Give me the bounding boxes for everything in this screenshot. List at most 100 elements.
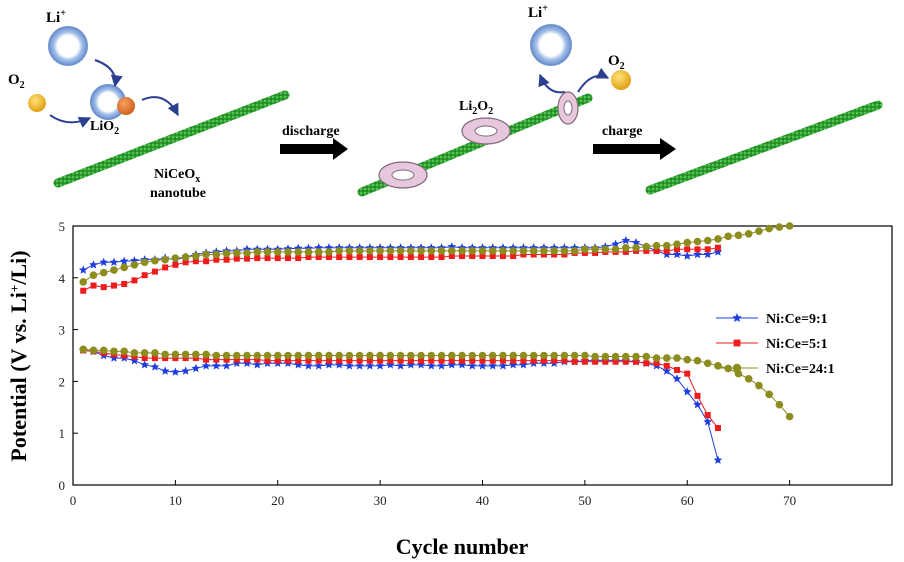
data-point [407, 254, 414, 261]
data-point [418, 357, 425, 364]
data-point [467, 361, 477, 370]
data-point [704, 246, 711, 253]
data-point [346, 357, 353, 364]
x-tick-label: 40 [476, 493, 489, 508]
data-point [428, 254, 435, 261]
data-point [714, 235, 722, 243]
li-ion-label-1: Li+ [46, 8, 66, 26]
data-point [622, 243, 630, 252]
data-point [365, 361, 375, 370]
data-point [355, 247, 364, 255]
data-point [213, 356, 220, 363]
li2o2-label: Li2O2 [459, 99, 493, 117]
data-point [140, 360, 150, 369]
data-point [305, 357, 312, 364]
data-point [273, 351, 282, 360]
data-point [662, 249, 672, 259]
data-point [765, 224, 773, 233]
data-point [253, 351, 262, 360]
data-point [203, 258, 210, 265]
data-point [652, 354, 661, 362]
data-point [212, 351, 221, 360]
data-point [99, 257, 109, 266]
legend-marker [732, 363, 742, 373]
data-point [90, 282, 97, 289]
data-point [602, 358, 609, 365]
data-point [385, 360, 395, 369]
data-point [243, 351, 251, 360]
data-point [222, 351, 231, 360]
data-point [387, 254, 394, 261]
data-point [682, 251, 692, 260]
data-point [233, 351, 241, 360]
data-point [601, 352, 610, 361]
li-ion-label-2: Li+ [528, 3, 548, 21]
data-point [447, 351, 456, 360]
data-point [459, 357, 466, 364]
data-point [244, 356, 251, 363]
data-point [324, 360, 334, 369]
data-point [714, 362, 722, 370]
data-point [131, 277, 138, 284]
data-point [121, 281, 128, 288]
data-point [775, 223, 784, 231]
data-point [89, 260, 98, 269]
data-point [120, 347, 128, 356]
data-point [632, 352, 640, 361]
curved-arrow-4 [538, 73, 566, 94]
data-point [438, 254, 445, 261]
data-point [109, 353, 119, 362]
x-tick-label: 50 [578, 493, 591, 508]
li2o2-toroid-3 [557, 91, 579, 125]
data-point [684, 370, 691, 377]
data-point [80, 287, 87, 294]
data-point [141, 272, 148, 279]
data-point [181, 366, 190, 375]
data-point [550, 351, 558, 360]
x-axis-title: Cycle number [396, 534, 529, 559]
data-point [550, 247, 558, 255]
data-point [426, 361, 436, 370]
data-point [633, 358, 640, 365]
data-point [182, 259, 189, 266]
lio2-ball [117, 97, 135, 115]
data-point [181, 253, 190, 261]
data-point [140, 349, 149, 357]
data-point [386, 247, 395, 255]
x-tick-label: 20 [271, 493, 284, 508]
data-point [375, 361, 385, 370]
data-point [611, 239, 620, 248]
data-point [233, 356, 240, 363]
data-point [110, 282, 117, 289]
data-point [570, 351, 579, 360]
data-point [397, 254, 404, 261]
data-point [612, 358, 619, 365]
data-point [713, 247, 723, 256]
data-point [89, 346, 98, 355]
data-point [478, 351, 487, 360]
data-point [397, 357, 404, 364]
data-point [643, 360, 650, 367]
discharge-label: discharge [282, 124, 340, 139]
data-point [407, 351, 415, 360]
data-point [672, 374, 682, 383]
data-point [703, 417, 713, 426]
o2-label-2: O2 [608, 53, 625, 72]
y-axis: 0 1 2 3 4 5 [59, 219, 78, 493]
data-point [519, 360, 528, 369]
data-point [335, 247, 343, 255]
curved-arrow-2 [49, 114, 92, 128]
data-point [438, 357, 445, 364]
nanotube-1 [53, 90, 290, 188]
data-point [469, 253, 476, 260]
data-point [581, 351, 589, 360]
data-point [519, 247, 528, 255]
data-point [160, 366, 170, 375]
data-point [336, 254, 343, 261]
data-point [683, 238, 692, 247]
data-point [765, 390, 773, 399]
data-point [427, 247, 436, 255]
data-point [508, 360, 518, 369]
data-point [663, 362, 670, 369]
data-point [581, 358, 588, 365]
